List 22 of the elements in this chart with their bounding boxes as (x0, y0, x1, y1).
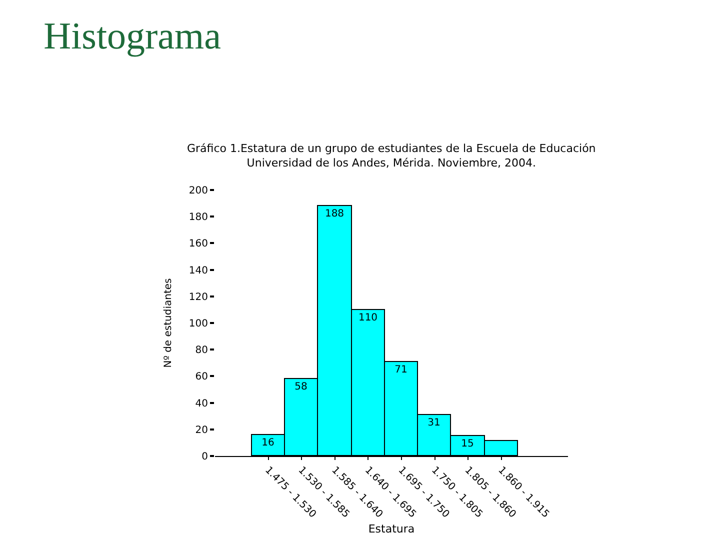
y-tick-label: 160 (188, 238, 208, 250)
y-tick-label: 140 (188, 265, 208, 276)
x-axis-title: Estatura (368, 522, 415, 536)
data-label: 71 (394, 364, 408, 376)
y-axis-title: Nº de estudiantes (162, 278, 174, 368)
y-tick-label: 80 (195, 345, 208, 356)
data-label: 188 (324, 208, 344, 220)
y-tick-label: 40 (195, 398, 208, 410)
y-tick-label: 200 (188, 186, 208, 196)
y-tick-label: 60 (195, 372, 208, 383)
data-label: 110 (358, 312, 378, 324)
y-tick-label: 100 (188, 318, 208, 330)
y-tick-label: 20 (195, 424, 208, 436)
data-label: 16 (262, 438, 274, 448)
y-tick-label: 0 (202, 452, 208, 462)
chart-title: Histograma (44, 15, 222, 58)
data-label: 58 (294, 382, 308, 392)
data-label: 31 (428, 418, 440, 428)
y-tick-label: 120 (188, 292, 208, 303)
y-tick-label: 180 (188, 212, 208, 224)
data-label: 15 (461, 438, 474, 450)
chart-subtitle: Gráfico 1.Estatura de un grupo de estudiantes de la Escuela de Educación Universidad de los Andes, Mérida. Noviembre, 2004. (187, 142, 596, 170)
